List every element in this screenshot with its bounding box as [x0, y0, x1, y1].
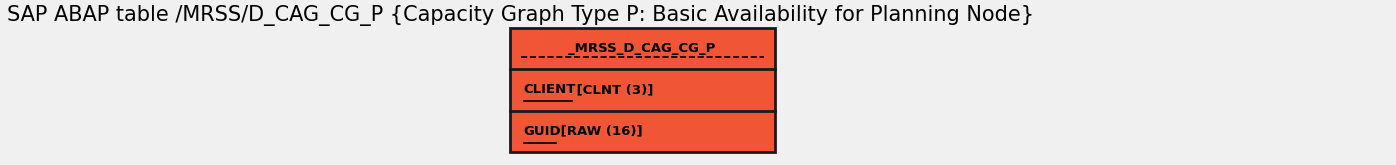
Bar — [510, 28, 775, 152]
Text: _MRSS_D_CAG_CG_P: _MRSS_D_CAG_CG_P — [568, 42, 716, 55]
Text: [RAW (16)]: [RAW (16)] — [556, 125, 642, 138]
Text: [CLNT (3)]: [CLNT (3)] — [572, 83, 653, 96]
Text: CLIENT: CLIENT — [524, 83, 577, 96]
Text: SAP ABAP table /MRSS/D_CAG_CG_P {Capacity Graph Type P: Basic Availability for P: SAP ABAP table /MRSS/D_CAG_CG_P {Capacit… — [7, 5, 1034, 26]
Text: GUID: GUID — [524, 125, 561, 138]
